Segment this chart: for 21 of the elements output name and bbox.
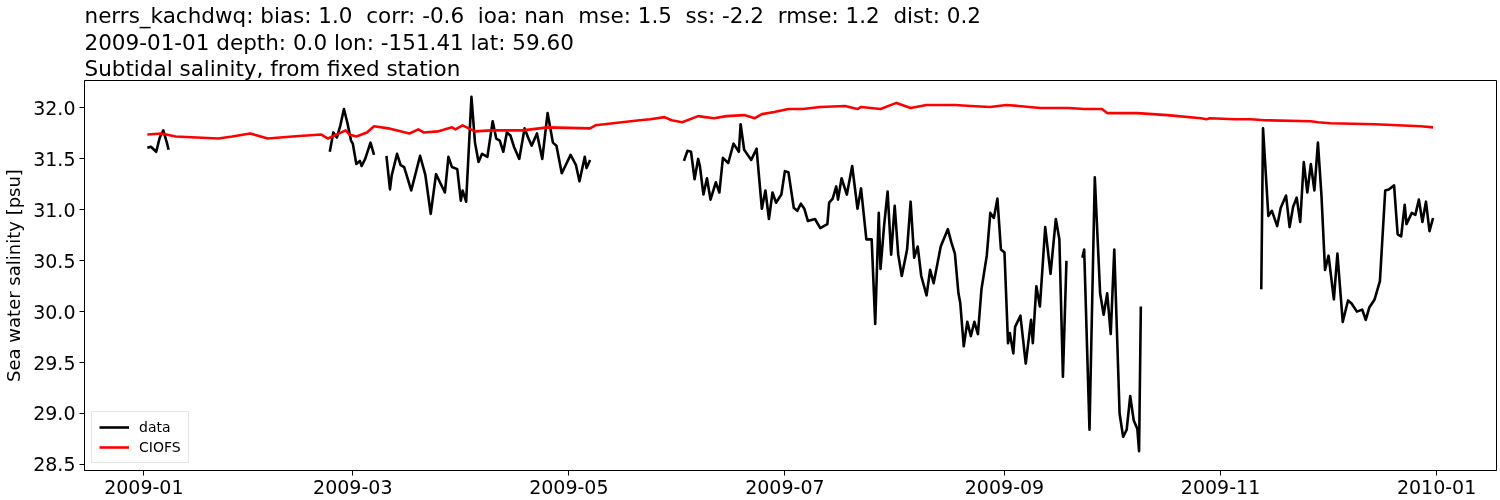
y-tick-label: 29.5: [33, 351, 76, 374]
y-tick-label: 30.0: [33, 300, 76, 323]
chart-title: nerrs_kachdwq: bias: 1.0 corr: -0.6 ioa: nan mse: 1.5 ss: -2.2 rmse: 1.2 dist: 0.2: [84, 2, 981, 29]
y-tick-label: 29.0: [33, 402, 76, 425]
x-tick-label: 2010-01: [1396, 475, 1477, 498]
y-tick-label: 30.5: [33, 249, 76, 272]
x-tick-label: 2009-03: [313, 475, 393, 498]
x-tick-label: 2009-07: [745, 475, 825, 498]
x-tick-label: 2009-01: [104, 475, 184, 498]
x-tick-label: 2009-09: [964, 475, 1045, 498]
y-axis-title: Sea water salinity [psu]: [3, 169, 25, 382]
y-tick-label: 32.0: [33, 96, 76, 119]
x-tick-label: 2009-05: [529, 475, 609, 498]
line-series: [146, 101, 1435, 140]
y-tick-label: 28.5: [33, 453, 76, 476]
chart-subtitle: 2009-01-01 depth: 0.0 lon: -151.41 lat: 59.60 Subtidal salinity, from fixed station: [84, 29, 574, 81]
x-tick-label: 2009-11: [1180, 475, 1261, 498]
y-tick-label: 31.0: [33, 198, 76, 221]
legend-label: data: [139, 419, 171, 435]
y-tick-label: 31.5: [33, 147, 76, 170]
legend-label: CIOFS: [139, 439, 181, 455]
